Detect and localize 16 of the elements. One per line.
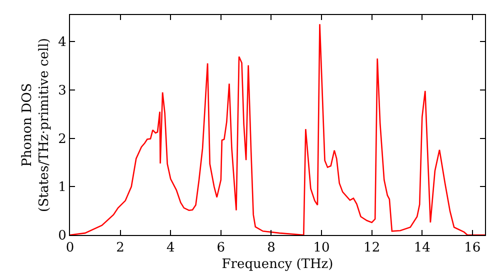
y-tick-label: 0 [58,228,66,244]
x-axis-title: Frequency (THz) [222,257,334,272]
line-series [70,24,485,235]
x-tick-label: 12 [364,240,380,256]
x-tick-label: 10 [313,240,330,256]
y-axis-title: Phonon DOS (States/THz·primitive cell) [20,38,52,212]
y-tick-label: 1 [58,180,66,196]
y-tick-label: 3 [58,84,66,98]
x-tick-label: 8 [267,240,276,256]
x-tick-label: 4 [166,240,175,256]
y-tick-label: 2 [58,132,66,147]
x-tick-label: 6 [216,240,226,256]
x-tick-label: 16 [464,240,481,256]
y-tick-label: 4 [58,35,66,50]
x-tick-label: 2 [116,240,124,256]
x-tick-label: 14 [414,240,430,256]
